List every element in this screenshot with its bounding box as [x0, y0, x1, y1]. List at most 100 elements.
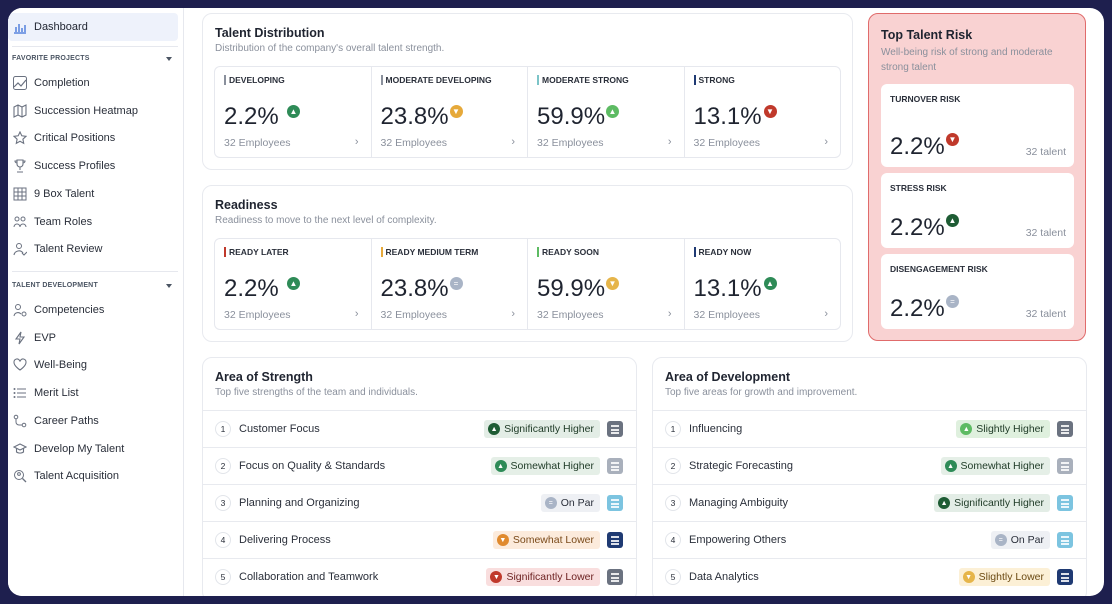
trend-up-icon: ▲	[606, 105, 619, 118]
document-icon[interactable]	[1057, 495, 1073, 511]
trend-up-icon: ▲	[763, 277, 777, 290]
metric-developing[interactable]: DEVELOPING 2.2% ▲ 32 Employees ›	[215, 67, 372, 157]
chevron-right-icon[interactable]: ›	[354, 136, 359, 148]
sidebar-item-label: EVP	[34, 331, 57, 344]
item-name: Influencing	[689, 423, 743, 435]
heart-icon	[13, 358, 27, 372]
app-window: Dashboard FAVORITE PROJECTS Completion Su…	[8, 8, 1104, 596]
list-item[interactable]: 1 Customer Focus ▲ Significantly Higher	[203, 410, 636, 447]
chevron-right-icon[interactable]: ›	[667, 136, 672, 148]
document-icon[interactable]	[1057, 569, 1073, 585]
metric-ready-medium-term[interactable]: READY MEDIUM TERM 23.8% = 32 Employees ›	[372, 239, 528, 329]
list-item[interactable]: 2 Focus on Quality & Standards ▲ Somewhat H…	[203, 447, 636, 484]
rank-number: 3	[665, 495, 681, 511]
status-badge: ▼ Somewhat Lower	[492, 531, 600, 549]
employee-count: 32 Employees	[693, 137, 761, 149]
risk-stress-risk[interactable]: STRESS RISK 2.2% ▲ 32 talent	[881, 173, 1074, 248]
rank-number: 3	[215, 495, 231, 511]
sidebar-item-succession-heatmap[interactable]: Succession Heatmap	[8, 97, 178, 125]
status-badge: = On Par	[540, 494, 600, 512]
card-title: Top Talent Risk	[881, 28, 973, 42]
sidebar-item-merit-list[interactable]: Merit List	[8, 379, 178, 407]
trend-down-icon: ▼	[449, 105, 463, 118]
metric-ready-now[interactable]: READY NOW 13.1% ▲ 32 Employees ›	[685, 239, 841, 329]
sidebar-item-completion[interactable]: Completion	[8, 69, 178, 97]
section-title: FAVORITE PROJECTS	[12, 55, 90, 62]
list-item[interactable]: 5 Collaboration and Teamwork ▼ Significantl…	[203, 558, 636, 595]
sidebar-item-label: Talent Review	[34, 243, 103, 256]
grid-icon	[13, 187, 27, 201]
sidebar-item-9-box-talent[interactable]: 9 Box Talent	[8, 180, 178, 208]
metric-ready-later[interactable]: READY LATER 2.2% ▲ 32 Employees ›	[215, 239, 372, 329]
document-icon[interactable]	[1057, 421, 1073, 437]
chevron-right-icon[interactable]: ›	[511, 308, 515, 320]
status-badge: ▼ Slightly Lower	[958, 568, 1050, 586]
chevron-right-icon[interactable]: ›	[354, 308, 359, 320]
employee-count: 32 Employees	[537, 137, 604, 149]
talent-development-section[interactable]: TALENT DEVELOPMENT	[12, 282, 172, 289]
chevron-right-icon[interactable]: ›	[824, 308, 828, 320]
area-of-development-card: Area of Development Top five areas for g…	[652, 357, 1087, 596]
document-icon[interactable]	[1057, 532, 1073, 548]
bolt-icon	[13, 331, 27, 345]
risk-label: DISENGAGEMENT RISK	[890, 264, 988, 274]
card-title: Readiness	[215, 198, 278, 212]
talent-distribution-card: Talent Distribution Distribution of the …	[202, 13, 853, 170]
chevron-right-icon[interactable]: ›	[824, 136, 828, 148]
chevron-down-icon	[166, 56, 172, 61]
item-name: Data Analytics	[689, 571, 759, 583]
trend-up-icon: ▲	[944, 460, 957, 472]
risk-disengagement-risk[interactable]: DISENGAGEMENT RISK 2.2% = 32 talent	[881, 254, 1074, 329]
list-item[interactable]: 4 Delivering Process ▼ Somewhat Lower	[203, 521, 636, 558]
list-item[interactable]: 5 Data Analytics ▼ Slightly Lower	[653, 558, 1086, 595]
line-chart-icon	[13, 76, 27, 90]
sidebar-item-career-paths[interactable]: Career Paths	[8, 407, 178, 435]
list-item[interactable]: 3 Planning and Organizing = On Par	[203, 484, 636, 521]
metric-ready-soon[interactable]: READY SOON 59.9% ▼ 32 Employees ›	[528, 239, 685, 329]
equal-icon: =	[994, 534, 1007, 546]
talent-count: 32 talent	[1025, 227, 1066, 239]
sidebar-item-label: Dashboard	[34, 21, 88, 33]
item-name: Strategic Forecasting	[689, 460, 793, 472]
sidebar-item-competencies[interactable]: Competencies	[8, 296, 178, 324]
document-icon[interactable]	[607, 532, 623, 548]
document-icon[interactable]	[607, 569, 623, 585]
list-item[interactable]: 2 Strategic Forecasting ▲ Somewhat Higher	[653, 447, 1086, 484]
list-item[interactable]: 3 Managing Ambiguity ▲ Significantly Higher	[653, 484, 1086, 521]
status-label: Somewhat Higher	[510, 460, 594, 472]
rank-number: 4	[665, 532, 681, 548]
trend-up-icon: ▲	[960, 423, 973, 435]
sidebar: Dashboard FAVORITE PROJECTS Completion Su…	[8, 8, 184, 596]
sidebar-item-develop-my-talent[interactable]: Develop My Talent	[8, 435, 178, 463]
sidebar-item-evp[interactable]: EVP	[8, 324, 178, 352]
favorite-projects-section[interactable]: FAVORITE PROJECTS	[12, 55, 172, 62]
document-icon[interactable]	[1057, 458, 1073, 474]
chevron-down-icon	[166, 283, 172, 288]
chevron-right-icon[interactable]: ›	[667, 308, 672, 320]
bar-chart-icon	[13, 20, 27, 34]
sidebar-item-success-profiles[interactable]: Success Profiles	[8, 152, 178, 180]
talent-count: 32 talent	[1025, 308, 1066, 320]
sidebar-item-talent-acquisition[interactable]: Talent Acquisition	[8, 462, 178, 490]
item-name: Collaboration and Teamwork	[239, 571, 379, 583]
trend-up-icon: ▲	[488, 423, 501, 435]
sidebar-item-talent-review[interactable]: Talent Review	[8, 235, 178, 263]
metric-moderate-strong[interactable]: MODERATE STRONG 59.9% ▲ 32 Employees ›	[528, 67, 685, 157]
sidebar-item-team-roles[interactable]: Team Roles	[8, 208, 178, 236]
sidebar-item-well-being[interactable]: Well-Being	[8, 351, 178, 379]
sidebar-item-label: 9 Box Talent	[34, 187, 95, 200]
document-icon[interactable]	[607, 458, 623, 474]
metric-moderate-developing[interactable]: MODERATE DEVELOPING 23.8% ▼ 32 Employees ›	[372, 67, 528, 157]
metric-value: 2.2%	[224, 275, 279, 302]
list-item[interactable]: 4 Empowering Others = On Par	[653, 521, 1086, 558]
document-icon[interactable]	[607, 495, 623, 511]
risk-turnover-risk[interactable]: TURNOVER RISK 2.2% ▼ 32 talent	[881, 84, 1074, 167]
item-name: Focus on Quality & Standards	[239, 460, 386, 472]
sidebar-item-critical-positions[interactable]: Critical Positions	[8, 124, 178, 152]
list-item[interactable]: 1 Influencing ▲ Slightly Higher	[653, 410, 1086, 447]
sidebar-item-label: Critical Positions	[34, 132, 116, 145]
metric-strong[interactable]: STRONG 13.1% ▼ 32 Employees ›	[685, 67, 841, 157]
sidebar-item-dashboard[interactable]: Dashboard	[8, 13, 178, 41]
chevron-right-icon[interactable]: ›	[511, 136, 515, 148]
document-icon[interactable]	[607, 421, 623, 437]
